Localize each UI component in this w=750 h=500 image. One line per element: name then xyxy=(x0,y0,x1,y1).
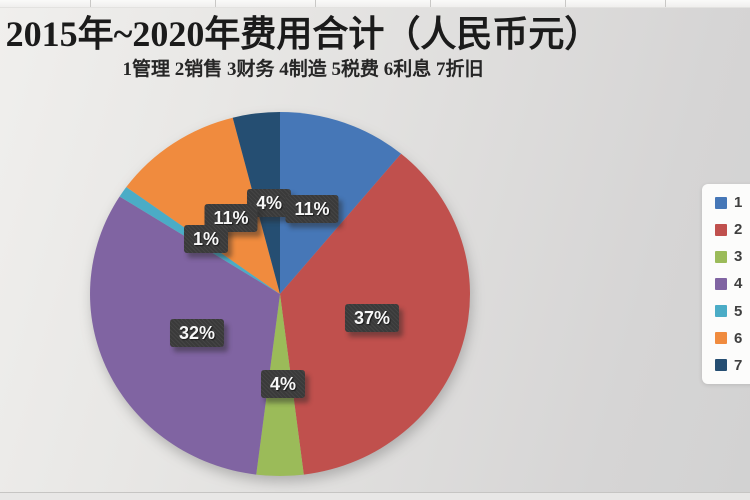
legend-swatch-icon xyxy=(715,196,727,209)
legend-swatch-icon xyxy=(715,305,727,318)
legend-item-4[interactable]: 4 xyxy=(715,276,750,291)
legend-item-6[interactable]: 6 xyxy=(715,331,750,346)
legend-item-1[interactable]: 1 xyxy=(715,195,750,210)
legend-item-label: 6 xyxy=(734,329,743,347)
chart-subtitle: 1管理 2销售 3财务 4制造 5税费 6利息 7折旧 xyxy=(122,59,484,80)
gridline-column-divider xyxy=(665,0,666,7)
legend-item-label: 4 xyxy=(734,275,743,293)
spreadsheet-top-gridline-strip xyxy=(0,0,750,8)
legend-item-label: 1 xyxy=(734,194,743,211)
legend-item-label: 7 xyxy=(734,356,743,374)
legend-item-label: 2 xyxy=(734,221,743,239)
chart-title: 2015年~2020年费用合计（人民币元） xyxy=(5,14,601,54)
legend-item-3[interactable]: 3 xyxy=(715,249,750,264)
gridline-column-divider xyxy=(215,0,216,7)
gridline-column-divider xyxy=(430,0,431,7)
legend-item-5[interactable]: 5 xyxy=(715,304,750,319)
pie-slice-6利息[interactable] xyxy=(126,117,280,294)
gridline-column-divider xyxy=(565,0,566,7)
legend-item-label: 5 xyxy=(734,302,743,320)
pie-data-label-4制造[interactable]: 32% xyxy=(169,319,225,347)
legend-swatch-icon xyxy=(715,332,727,345)
legend-swatch-icon xyxy=(715,223,727,236)
pie-data-label-2销售[interactable]: 37% xyxy=(344,304,400,332)
legend-item-2[interactable]: 2 xyxy=(715,222,750,237)
spreadsheet-bottom-gridline xyxy=(0,492,750,500)
gridline-column-divider xyxy=(315,0,316,7)
gridline-column-divider xyxy=(90,0,91,7)
pie-data-label-3财务[interactable]: 4% xyxy=(260,370,306,398)
pie-data-label-5税费[interactable]: 1% xyxy=(183,225,229,253)
pie-data-label-1管理[interactable]: 11% xyxy=(285,195,339,223)
legend-item-7[interactable]: 7 xyxy=(715,358,750,373)
pie-slice-1管理[interactable] xyxy=(280,112,402,294)
legend-swatch-icon xyxy=(715,359,727,372)
legend-swatch-icon xyxy=(715,277,727,290)
legend-item-label: 3 xyxy=(734,248,743,266)
chart-legend[interactable]: 1 2 3 4 5 6 7 xyxy=(702,184,750,384)
legend-swatch-icon xyxy=(715,250,727,263)
chart-header: 2015年~2020年费用合计（人民币元） 1管理 2销售 3财务 4制造 5税… xyxy=(0,12,606,82)
